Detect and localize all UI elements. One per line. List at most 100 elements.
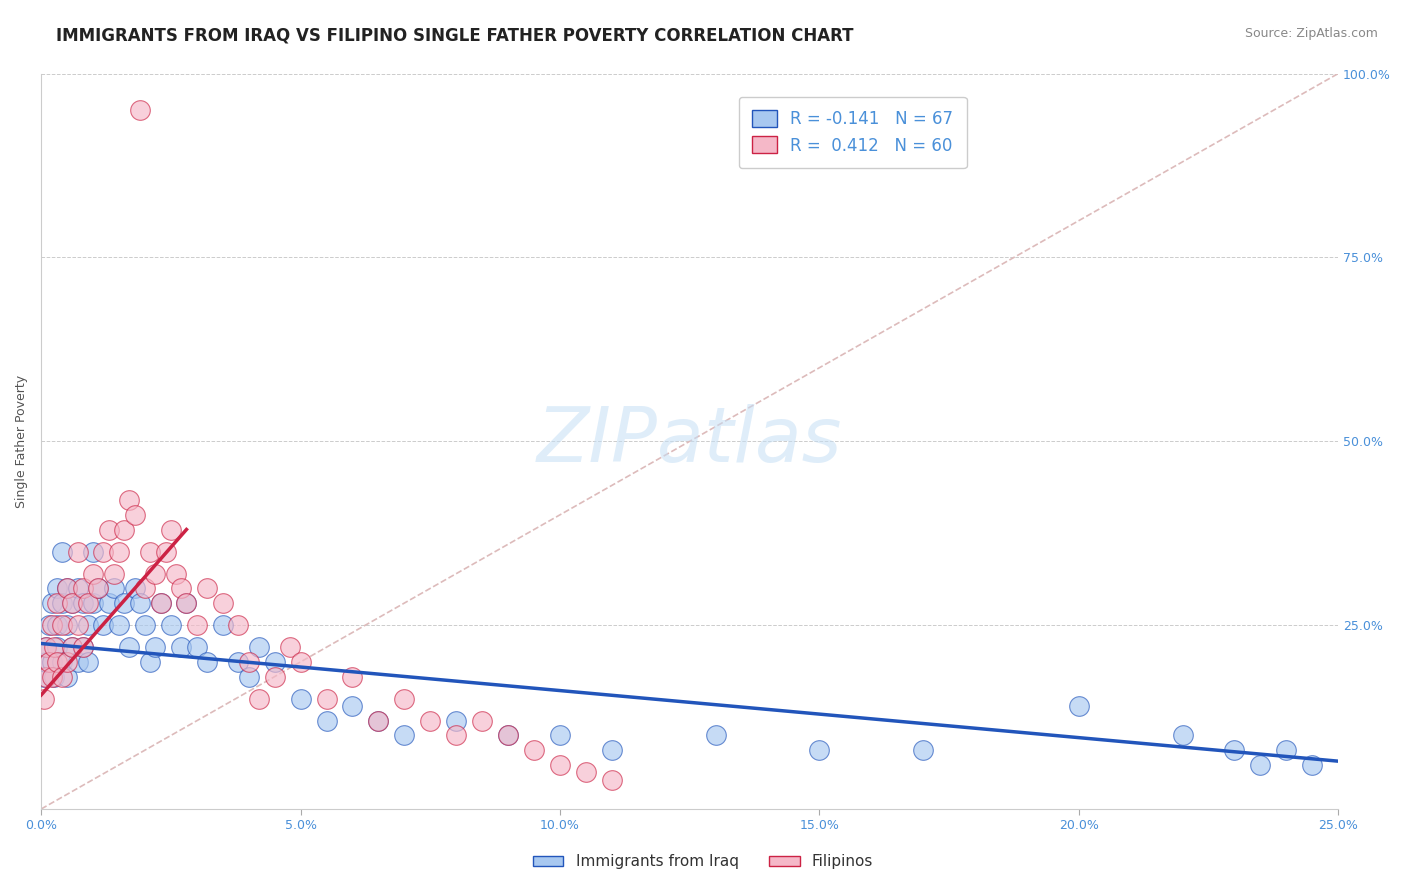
Text: ZIPatlas: ZIPatlas <box>537 404 842 478</box>
Point <box>367 714 389 728</box>
Point <box>446 714 468 728</box>
Point <box>35 640 58 655</box>
Point <box>290 655 312 669</box>
Point <box>134 582 156 596</box>
Point <box>112 523 135 537</box>
Point <box>112 596 135 610</box>
Point <box>38 655 60 669</box>
Point <box>247 691 270 706</box>
Point <box>160 618 183 632</box>
Point <box>143 566 166 581</box>
Point <box>195 655 218 669</box>
Point <box>134 618 156 632</box>
Point <box>704 728 727 742</box>
Point <box>1223 743 1246 757</box>
Point <box>108 544 131 558</box>
Point <box>290 691 312 706</box>
Point <box>60 640 83 655</box>
Point <box>82 566 104 581</box>
Point <box>278 640 301 655</box>
Point <box>56 670 79 684</box>
Point <box>108 618 131 632</box>
Point <box>342 670 364 684</box>
Point <box>170 582 193 596</box>
Point <box>38 618 60 632</box>
Point <box>195 582 218 596</box>
Point <box>35 655 58 669</box>
Point <box>45 582 67 596</box>
Point <box>471 714 494 728</box>
Point <box>66 544 89 558</box>
Point <box>35 640 58 655</box>
Point <box>238 670 260 684</box>
Point <box>211 596 233 610</box>
Point <box>72 640 94 655</box>
Point <box>600 743 623 757</box>
Point <box>45 655 67 669</box>
Point <box>446 728 468 742</box>
Point <box>72 582 94 596</box>
Legend: Immigrants from Iraq, Filipinos: Immigrants from Iraq, Filipinos <box>527 848 879 875</box>
Point <box>170 640 193 655</box>
Point <box>66 655 89 669</box>
Point <box>32 691 55 706</box>
Point <box>496 728 519 742</box>
Point <box>419 714 441 728</box>
Point <box>51 670 73 684</box>
Point <box>93 618 115 632</box>
Text: Source: ZipAtlas.com: Source: ZipAtlas.com <box>1244 27 1378 40</box>
Point <box>247 640 270 655</box>
Point <box>912 743 935 757</box>
Point <box>394 691 416 706</box>
Point <box>186 618 208 632</box>
Text: IMMIGRANTS FROM IRAQ VS FILIPINO SINGLE FATHER POVERTY CORRELATION CHART: IMMIGRANTS FROM IRAQ VS FILIPINO SINGLE … <box>56 27 853 45</box>
Point <box>77 618 100 632</box>
Point <box>394 728 416 742</box>
Point <box>548 757 571 772</box>
Point <box>41 596 63 610</box>
Point <box>87 582 110 596</box>
Point <box>51 655 73 669</box>
Legend: R = -0.141   N = 67, R =  0.412   N = 60: R = -0.141 N = 67, R = 0.412 N = 60 <box>738 96 967 168</box>
Point <box>575 765 598 780</box>
Point <box>72 640 94 655</box>
Point <box>66 618 89 632</box>
Point <box>186 640 208 655</box>
Point <box>263 670 285 684</box>
Point <box>263 655 285 669</box>
Point <box>176 596 198 610</box>
Y-axis label: Single Father Poverty: Single Father Poverty <box>15 375 28 508</box>
Point <box>315 691 337 706</box>
Point <box>124 508 146 522</box>
Point <box>128 596 150 610</box>
Point <box>149 596 172 610</box>
Point <box>139 655 162 669</box>
Point <box>56 655 79 669</box>
Point <box>143 640 166 655</box>
Point <box>367 714 389 728</box>
Point <box>56 582 79 596</box>
Point <box>139 544 162 558</box>
Point <box>41 670 63 684</box>
Point <box>228 618 250 632</box>
Point <box>51 596 73 610</box>
Point <box>44 640 66 655</box>
Point <box>87 582 110 596</box>
Point <box>1301 757 1323 772</box>
Point <box>97 596 120 610</box>
Point <box>103 582 125 596</box>
Point <box>82 596 104 610</box>
Point <box>124 582 146 596</box>
Point <box>32 670 55 684</box>
Point <box>60 596 83 610</box>
Point <box>228 655 250 669</box>
Point <box>118 640 141 655</box>
Point <box>600 772 623 787</box>
Point <box>1171 728 1194 742</box>
Point <box>238 655 260 669</box>
Point <box>51 544 73 558</box>
Point <box>342 699 364 714</box>
Point <box>35 670 58 684</box>
Point <box>1249 757 1271 772</box>
Point <box>523 743 546 757</box>
